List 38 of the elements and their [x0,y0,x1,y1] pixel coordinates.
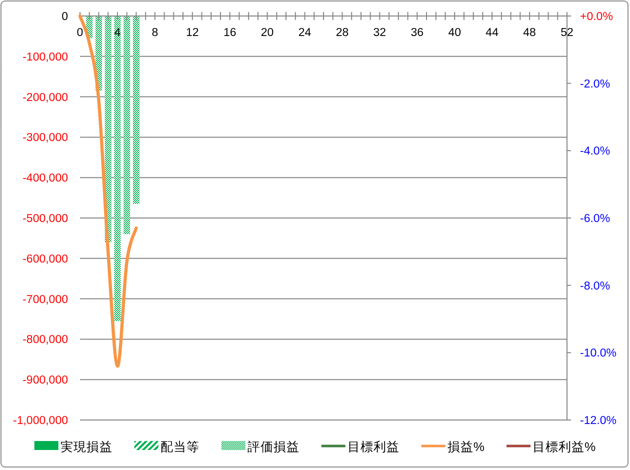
y2-tick-label: -12.0% [580,415,616,427]
x-tick-label: 20 [260,27,274,39]
x-tick-label: 12 [186,27,199,39]
y-tick-label: -1,000,000 [13,415,68,427]
x-tick-label: 24 [298,27,312,39]
y-tick-label: -900,000 [22,374,68,387]
y2-tick-label: -6.0% [580,213,610,225]
y2-tick-label: -10.0% [580,348,616,360]
y-tick-label: -500,000 [22,213,68,225]
x-tick-label: 8 [152,27,158,39]
x-tick-label: 4 [114,27,122,39]
x-tick-label: 52 [560,27,574,39]
x-tick-label: 44 [486,27,500,39]
legend-label: 目標利益 [347,440,400,454]
x-tick-label: 40 [448,27,462,39]
y2-tick-label: -8.0% [580,280,610,292]
y2-tick-label: -2.0% [580,78,610,90]
y-tick-label: -100,000 [22,51,68,64]
y2-tick-label: -4.0% [580,146,610,158]
legend-label: 配当等 [160,440,200,454]
y-tick-label: -800,000 [22,334,68,346]
y-tick-label: -200,000 [22,92,68,104]
legend-label: 目標利益% [532,440,596,454]
x-tick-label: 16 [223,27,236,39]
y2-tick-label: +0.0% [580,11,613,23]
y-tick-label: -300,000 [22,132,68,144]
x-tick-label: 32 [373,27,386,39]
x-tick-label: 36 [410,27,424,39]
legend-label: 損益% [447,440,484,454]
x-tick-label: 48 [523,27,536,39]
y-tick-label: 0 [62,11,68,23]
y-tick-label: -600,000 [22,253,68,266]
legend-label: 評価損益 [247,440,300,454]
x-tick-label: 0 [76,27,84,39]
legend-label: 実現損益 [60,439,112,454]
y-tick-label: -700,000 [22,294,68,306]
y-tick-label: -400,000 [22,172,68,185]
x-tick-label: 28 [336,27,349,39]
